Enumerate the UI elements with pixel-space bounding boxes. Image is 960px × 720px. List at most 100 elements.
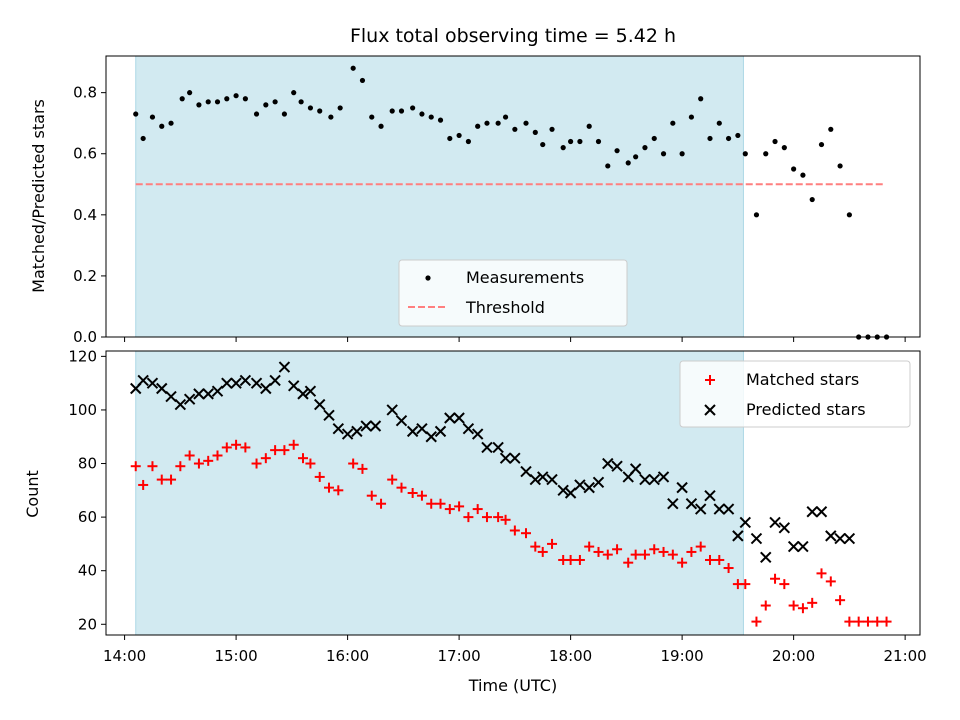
measurement-point [133,111,139,117]
measurement-point [410,105,416,111]
predicted-star-point [314,398,326,411]
measurement-point [725,135,732,142]
predicted-star-point [425,431,437,443]
predicted-star-point [704,489,716,502]
measurement-point [205,99,211,105]
matched-star-point [387,474,398,485]
matched-star-point [816,568,827,579]
measurement-point [263,102,269,108]
predicted-star-point [351,425,363,438]
predicted-star-point [239,374,252,387]
x-tick-label: 18:00 [549,647,592,665]
measurement-point [242,96,248,102]
measurement-point [233,93,239,99]
measurement-point [818,141,825,148]
matched-star-point [251,458,262,469]
measurement-point [809,196,815,203]
matched-star-point [825,576,836,587]
predicted-star-point [629,463,642,475]
measurement-point [291,90,297,96]
matched-star-point [797,603,808,614]
predicted-star-point [602,457,614,470]
predicted-star-point [639,473,651,486]
measurement-point [428,114,434,120]
matched-star-point [574,554,585,565]
measurement-point [328,114,334,120]
predicted-star-point [713,503,725,515]
measurement-point [475,123,481,129]
chart-title: Flux total observing time = 5.42 h [350,25,676,47]
matched-star-point [407,488,418,498]
measurement-point [281,111,288,117]
measurement-point [698,96,704,102]
measurement-point [742,151,748,157]
matched-star-point [770,573,781,584]
measurement-point [837,163,843,169]
measurement-point [149,114,156,120]
matched-star-point [723,563,734,574]
x-tick-label: 15:00 [214,647,257,665]
predicted-star-point [416,422,428,435]
measurement-point [437,117,444,123]
matched-star-point [203,455,214,466]
predicted-star-point [174,398,187,411]
y-tick-label-ratio: 0.6 [73,145,97,163]
matched-star-point [396,482,407,493]
measurement-point [140,135,146,142]
predicted-star-point [564,487,577,499]
measurement-point [369,114,375,120]
y-tick-label-count: 80 [78,455,97,473]
measurement-point [298,99,304,105]
matched-star-point [376,498,387,509]
measurement-point [168,120,174,126]
matched-star-point [714,554,725,565]
measurement-point [307,105,314,111]
legend-predicted-marker [704,404,716,416]
predicted-star-point [509,452,521,464]
predicted-star-point [230,377,242,389]
measurement-point [577,138,583,145]
measurement-point [846,212,852,218]
predicted-star-point [250,377,263,389]
legend-bottom: Matched stars Predicted stars [679,360,911,428]
measurement-point [586,123,592,129]
matched-star-point [166,474,177,485]
measurement-point [633,154,639,160]
predicted-star-point [183,393,196,405]
predicted-star-point [462,422,475,435]
matched-star-point [509,525,520,536]
predicted-star-point [406,425,419,438]
legend-bottom-box [679,360,911,428]
predicted-star-point [360,420,372,432]
matched-star-point [454,501,465,512]
predicted-star-point [332,422,345,435]
matched-star-point [686,546,697,557]
matched-star-point [130,461,141,472]
y-tick-label-ratio: 0.2 [73,267,97,285]
measurement-point [625,160,631,166]
predicted-star-point [146,377,159,389]
matched-star-point [704,554,715,565]
matched-star-point [623,557,634,568]
measurement-point [560,145,566,151]
measurement-point [389,108,395,114]
measurement-point [781,145,787,151]
matched-star-point [231,439,242,450]
matched-star-point [324,482,335,493]
matched-star-point [530,541,541,552]
measurement-point [670,120,676,126]
matched-star-point [658,546,669,557]
x-tick-label: 21:00 [884,647,927,665]
matched-star-point [297,453,308,464]
measurement-point [179,96,185,102]
predicted-star-point [297,388,309,400]
y-tick-label-count: 100 [68,401,97,419]
predicted-star-point [574,479,586,491]
predicted-star-point [657,471,670,483]
matched-star-point [435,498,446,509]
matched-star-point [521,528,532,539]
matched-star-point [279,445,290,456]
measurement-point [465,138,471,145]
measurement-point [272,99,278,105]
